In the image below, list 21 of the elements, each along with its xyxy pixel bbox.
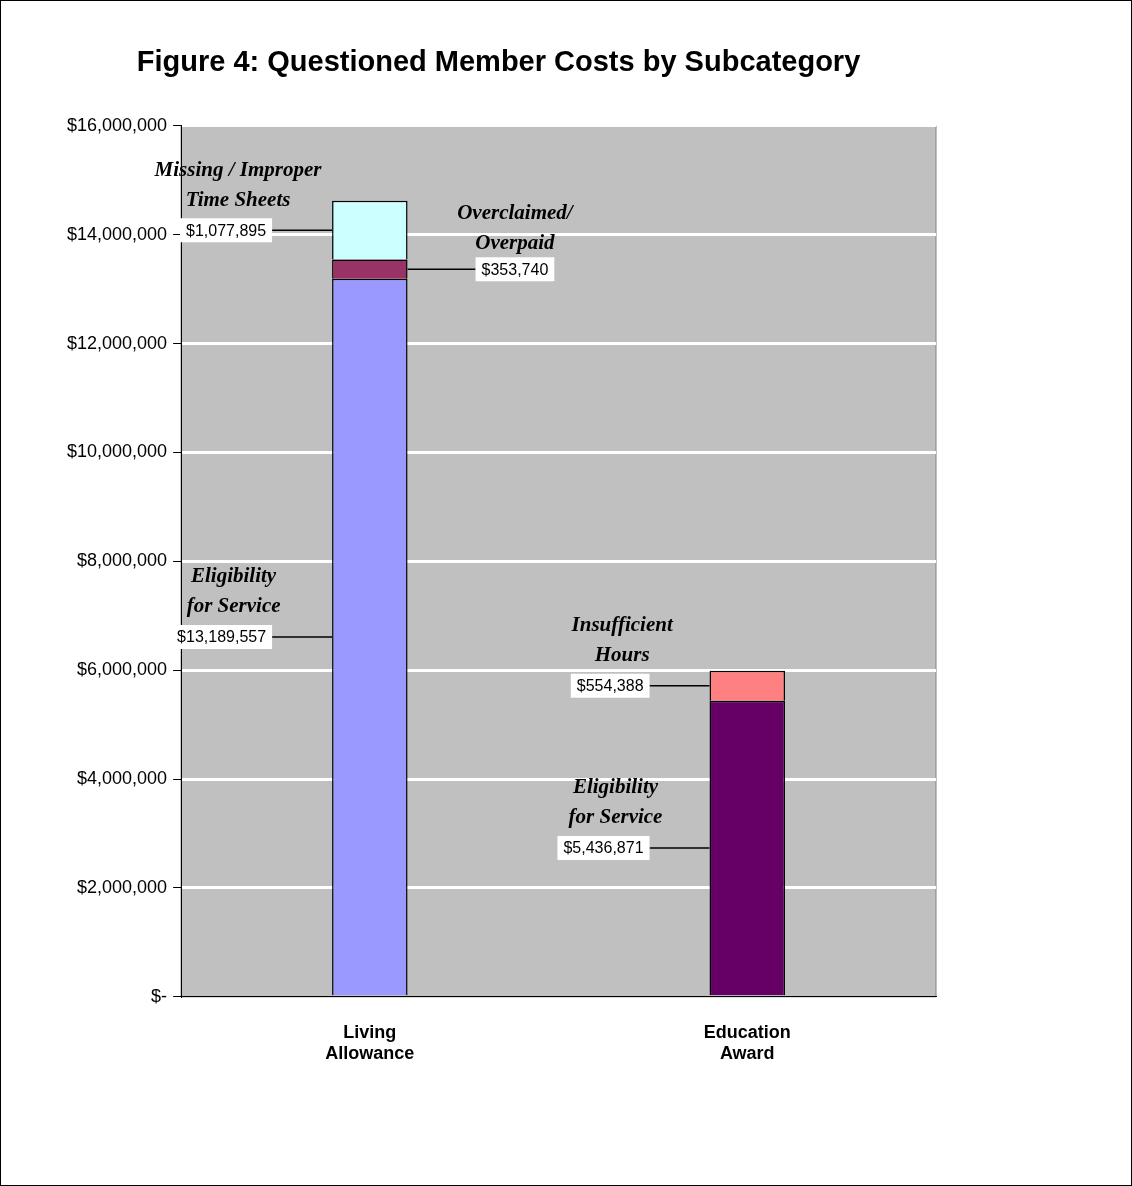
data-label: $13,189,557 [177,628,267,646]
data-label: $5,436,871 [563,839,644,857]
x-tick-label: Living Allowance [325,1021,415,1064]
y-tick-label: $4,000,000 [77,768,168,789]
x-tick-label: Education Award [703,1021,791,1064]
series-label: Insufficient Hours [570,612,674,667]
y-tick-label: $10,000,000 [66,441,168,462]
data-label: $554,388 [576,677,644,695]
data-label: $353,740 [481,260,549,278]
y-tick-label: $16,000,000 [66,114,168,135]
y-tick-label: $14,000,000 [66,223,168,244]
y-tick-label: $- [151,985,168,1006]
chart-title: Figure 4: Questioned Member Costs by Subcategory [136,45,861,78]
y-tick-label: $8,000,000 [77,550,168,571]
y-tick-label: $12,000,000 [66,332,168,353]
text: Eligibility for Service [568,774,663,829]
text: Overclaimed/ Overpaid [457,199,575,254]
text: Eligibility for Service [186,563,281,618]
y-tick-label: $2,000,000 [77,876,168,897]
data-label: $1,077,895 [186,221,267,239]
y-tick-label: $6,000,000 [77,659,168,680]
